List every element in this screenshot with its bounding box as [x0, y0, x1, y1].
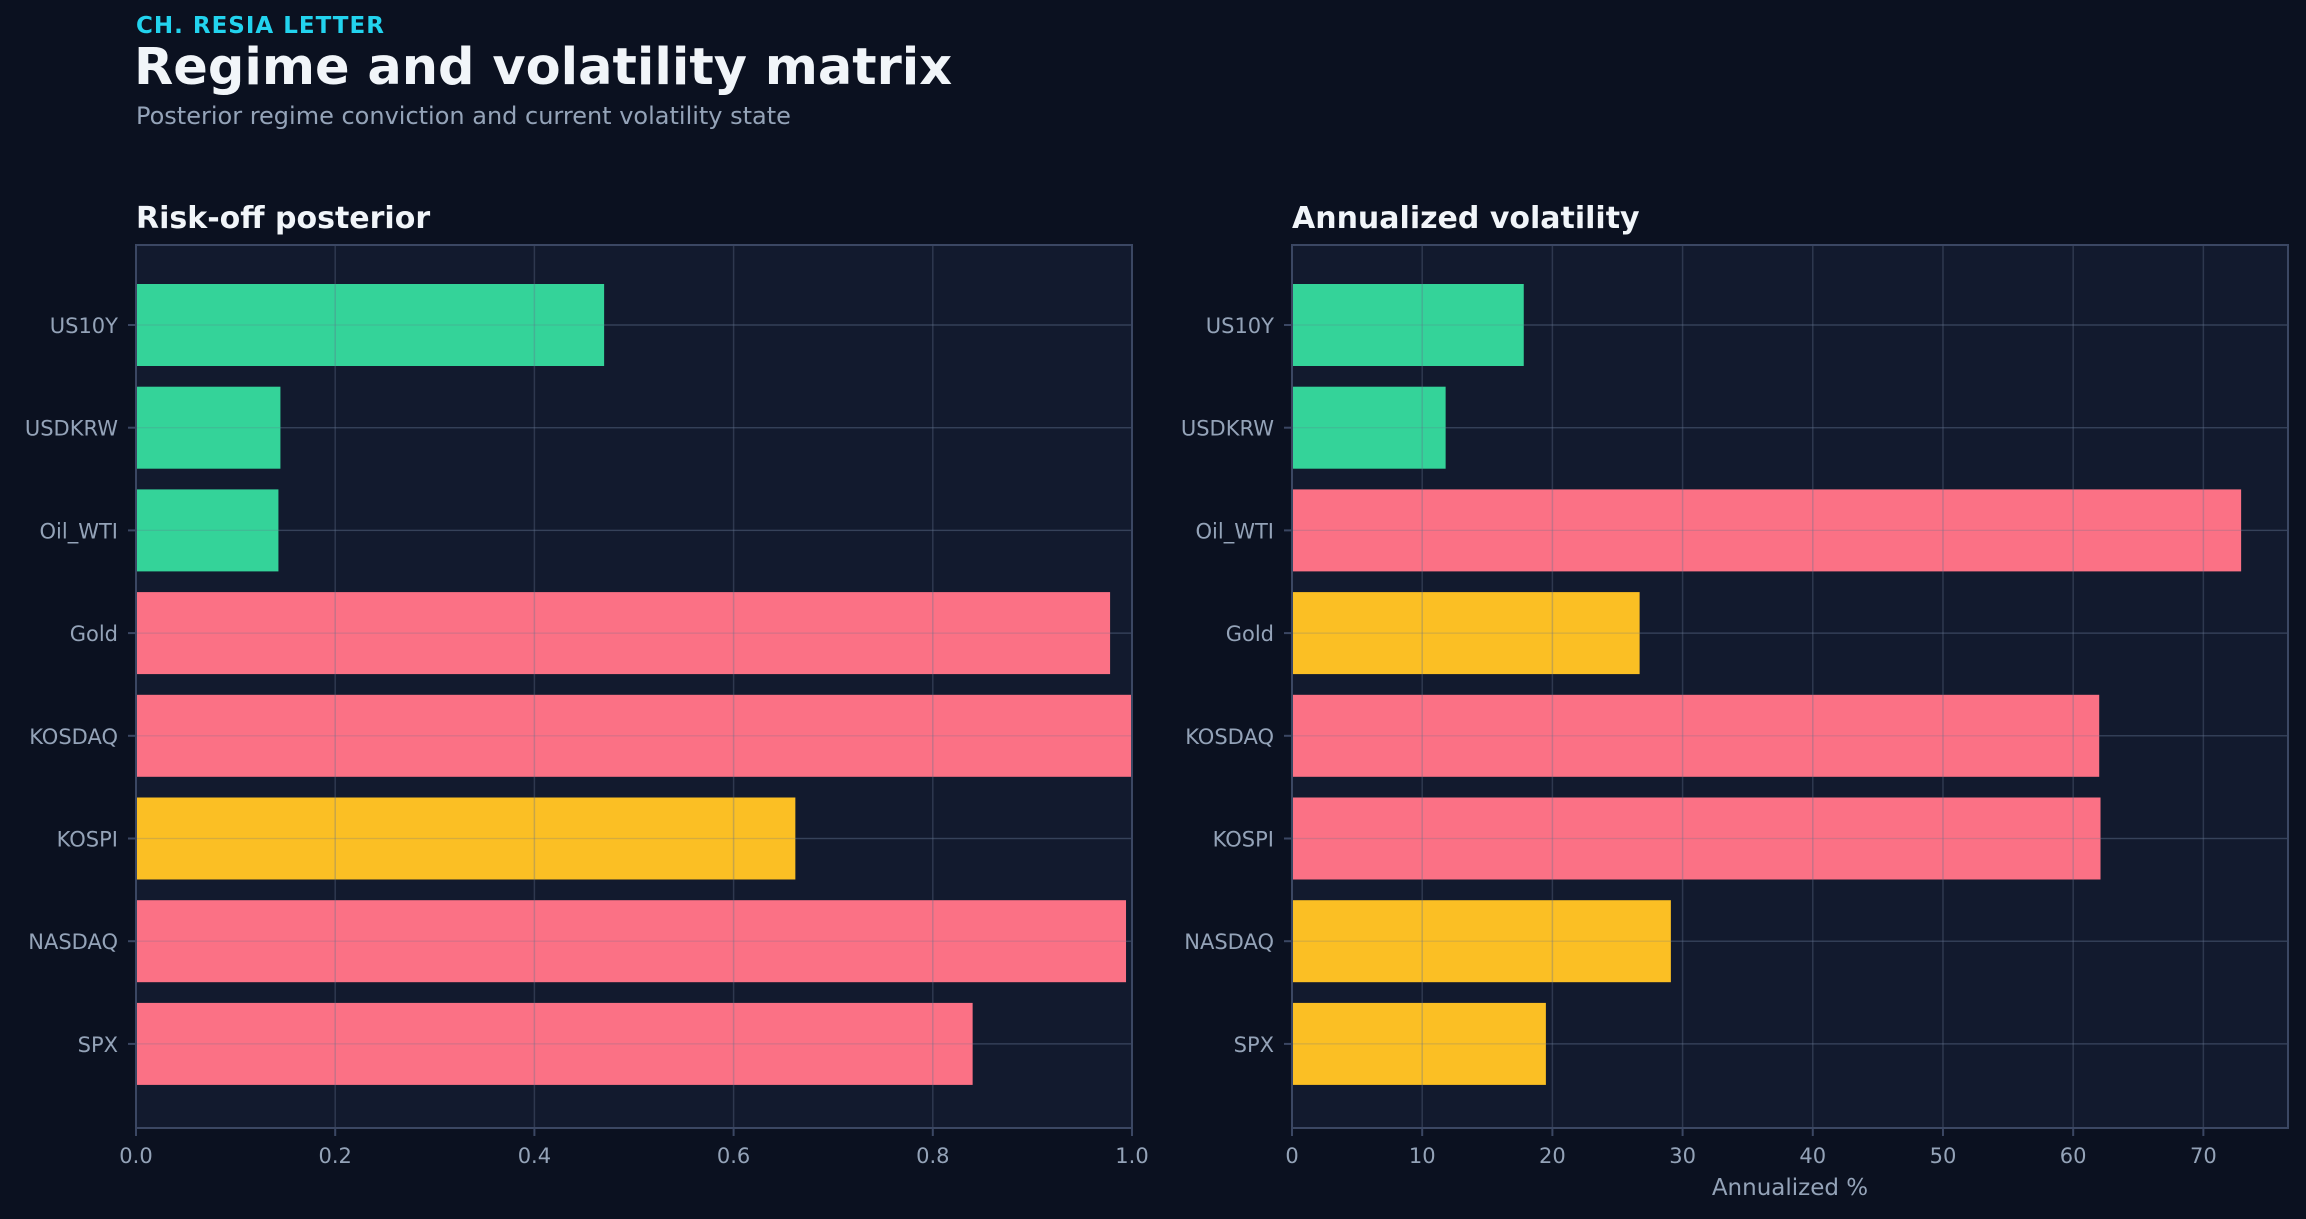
risk-off-bar-gold: [136, 592, 1111, 675]
volatility-category-label: KOSPI: [1213, 828, 1274, 852]
risk-off-bar-kosdaq: [136, 694, 1132, 777]
risk-off-xtick-label: 1.0: [1115, 1144, 1148, 1168]
volatility-axes-frame: [1291, 244, 2289, 1129]
risk-off-category-label: Gold: [70, 622, 118, 646]
volatility-category-label: USDKRW: [1181, 417, 1274, 441]
report-kicker: CH. RESIA LETTER: [136, 13, 385, 39]
risk-off-category-label: US10Y: [50, 314, 118, 338]
volatility-xtick-label: 30: [1669, 1144, 1696, 1168]
volatility-plot-area: [1292, 245, 2288, 1128]
risk-off-xtick-label: 0.8: [916, 1144, 949, 1168]
risk-off-category-label: Oil_WTI: [40, 519, 118, 544]
annualized-volatility-chart: US10Y USDKRW Oil_WTI Gold KOSDAQ KOSPI NASDAQ S…: [1181, 244, 2289, 1201]
volatility-bar-usdkrw: [1292, 386, 1446, 469]
risk-off-plot-area: [136, 245, 1132, 1128]
volatility-category-label: SPX: [1234, 1033, 1274, 1057]
page-subtitle: Posterior regime conviction and current …: [136, 102, 791, 130]
volatility-bar-us10y: [1292, 284, 1524, 366]
volatility-xtick-label: 10: [1409, 1144, 1436, 1168]
risk-off-bar-usdkrw: [136, 386, 281, 469]
volatility-bar-gold: [1292, 592, 1640, 675]
volatility-chart-title: Annualized volatility: [1292, 201, 1640, 236]
volatility-xtick-label: 70: [2190, 1144, 2217, 1168]
page-title: Regime and volatility matrix: [134, 38, 953, 97]
volatility-category-label: Oil_WTI: [1196, 519, 1274, 544]
volatility-category-label: Gold: [1226, 622, 1274, 646]
risk-off-xtick-label: 0.0: [119, 1144, 152, 1168]
risk-off-category-label: KOSDAQ: [29, 725, 118, 749]
risk-off-bar-kospi: [136, 797, 796, 880]
volatility-xtick-label: 50: [1930, 1144, 1957, 1168]
volatility-category-label: US10Y: [1206, 314, 1274, 338]
risk-off-axes-frame: [135, 244, 1133, 1129]
volatility-bar-kosdaq: [1292, 694, 2100, 777]
risk-off-xtick-label: 0.4: [518, 1144, 551, 1168]
risk-off-bar-oil-wti: [136, 489, 279, 572]
volatility-bar-nasdaq: [1292, 900, 1671, 983]
volatility-xtick-label: 40: [1799, 1144, 1826, 1168]
volatility-category-label: NASDAQ: [1184, 930, 1274, 954]
volatility-bar-spx: [1292, 1002, 1546, 1085]
risk-off-posterior-chart: US10Y USDKRW Oil_WTI Gold KOSDAQ KOSPI NASDAQ S…: [25, 244, 1149, 1168]
risk-off-bar-us10y: [136, 284, 605, 366]
volatility-category-label: KOSDAQ: [1185, 725, 1274, 749]
volatility-xtick-label: 20: [1539, 1144, 1566, 1168]
risk-off-bar-nasdaq: [136, 900, 1127, 983]
volatility-xtick-label: 60: [2060, 1144, 2087, 1168]
volatility-x-axis-label: Annualized %: [1712, 1175, 1868, 1201]
risk-off-chart-title: Risk-off posterior: [136, 201, 431, 236]
risk-off-category-label: USDKRW: [25, 417, 118, 441]
volatility-bar-kospi: [1292, 797, 2101, 880]
volatility-xtick-label: 0: [1285, 1144, 1298, 1168]
risk-off-category-label: NASDAQ: [28, 930, 118, 954]
risk-off-xtick-label: 0.6: [717, 1144, 750, 1168]
risk-off-bar-spx: [136, 1002, 973, 1085]
volatility-bar-oil-wti: [1292, 489, 2242, 572]
risk-off-xtick-label: 0.2: [318, 1144, 351, 1168]
risk-off-category-label: KOSPI: [57, 828, 118, 852]
risk-off-category-label: SPX: [78, 1033, 118, 1057]
